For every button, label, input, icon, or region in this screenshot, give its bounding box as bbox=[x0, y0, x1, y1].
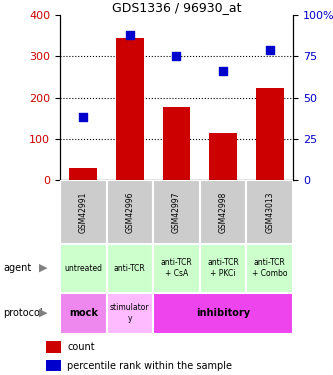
Bar bbox=[107, 292, 153, 334]
Bar bbox=[69, 168, 97, 180]
Bar bbox=[153, 292, 293, 334]
Text: ▶: ▶ bbox=[39, 308, 48, 318]
Bar bbox=[60, 180, 107, 244]
Bar bbox=[107, 180, 153, 244]
Bar bbox=[107, 244, 153, 292]
Point bbox=[127, 32, 133, 38]
Text: percentile rank within the sample: percentile rank within the sample bbox=[67, 361, 232, 370]
Text: anti-TCR: anti-TCR bbox=[114, 264, 146, 273]
Bar bbox=[200, 180, 246, 244]
Text: protocol: protocol bbox=[3, 308, 43, 318]
Bar bbox=[46, 360, 61, 371]
Text: anti-TCR
+ PKCi: anti-TCR + PKCi bbox=[207, 258, 239, 278]
Text: count: count bbox=[67, 342, 95, 352]
Bar bbox=[256, 88, 284, 180]
Bar bbox=[153, 244, 200, 292]
Text: GSM42998: GSM42998 bbox=[218, 191, 228, 232]
Text: stimulator
y: stimulator y bbox=[110, 303, 150, 323]
Bar bbox=[116, 38, 144, 180]
Bar bbox=[246, 180, 293, 244]
Text: anti-TCR
+ Combo: anti-TCR + Combo bbox=[252, 258, 287, 278]
Text: GSM42996: GSM42996 bbox=[125, 191, 135, 232]
Bar bbox=[46, 341, 61, 352]
Text: agent: agent bbox=[3, 263, 32, 273]
Text: GSM42997: GSM42997 bbox=[172, 191, 181, 232]
Point bbox=[174, 53, 179, 59]
Bar bbox=[246, 244, 293, 292]
Text: anti-TCR
+ CsA: anti-TCR + CsA bbox=[161, 258, 192, 278]
Text: ▶: ▶ bbox=[39, 263, 48, 273]
Bar bbox=[163, 106, 190, 180]
Point bbox=[267, 46, 272, 53]
Point bbox=[220, 68, 226, 74]
Text: untreated: untreated bbox=[64, 264, 102, 273]
Text: inhibitory: inhibitory bbox=[196, 308, 250, 318]
Bar bbox=[200, 244, 246, 292]
Text: mock: mock bbox=[69, 308, 98, 318]
Text: GSM42991: GSM42991 bbox=[79, 191, 88, 232]
Bar bbox=[209, 133, 237, 180]
Title: GDS1336 / 96930_at: GDS1336 / 96930_at bbox=[112, 1, 241, 14]
Point bbox=[81, 114, 86, 120]
Bar bbox=[60, 292, 107, 334]
Bar bbox=[153, 180, 200, 244]
Bar bbox=[60, 244, 107, 292]
Text: GSM43013: GSM43013 bbox=[265, 191, 274, 232]
